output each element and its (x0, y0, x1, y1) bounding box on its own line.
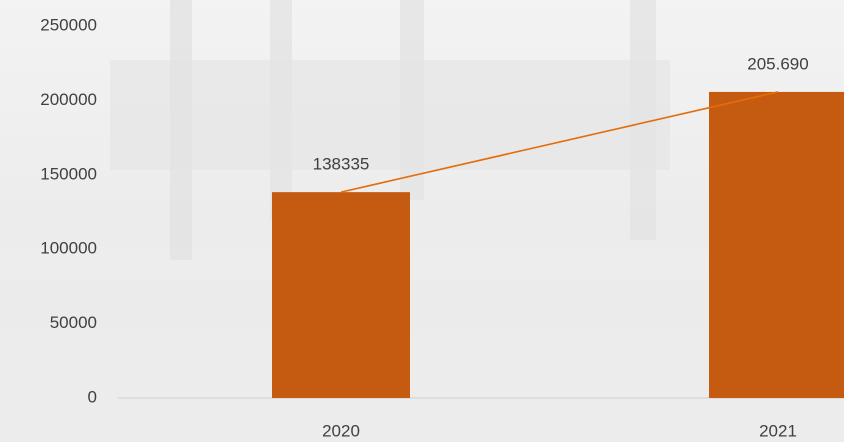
data-label: 205.690 (747, 54, 808, 73)
trend-line (340, 91, 779, 193)
x-tick-label: 2021 (759, 421, 797, 440)
bar (709, 91, 844, 398)
background-building (110, 60, 670, 170)
bar (272, 192, 410, 398)
y-tick-label: 200000 (40, 90, 97, 109)
y-tick-label: 0 (88, 387, 97, 406)
background-pillar (170, 0, 192, 260)
data-label: 138335 (313, 155, 370, 174)
y-tick-label: 150000 (40, 164, 97, 183)
x-tick-label: 2020 (322, 421, 360, 440)
y-tick-label: 100000 (40, 239, 97, 258)
background-pillar (630, 0, 656, 240)
background-ground (0, 280, 844, 442)
background-pillar (270, 0, 292, 220)
background-pillar (400, 0, 424, 200)
y-tick-label: 250000 (40, 15, 97, 34)
y-tick-label: 50000 (50, 313, 97, 332)
